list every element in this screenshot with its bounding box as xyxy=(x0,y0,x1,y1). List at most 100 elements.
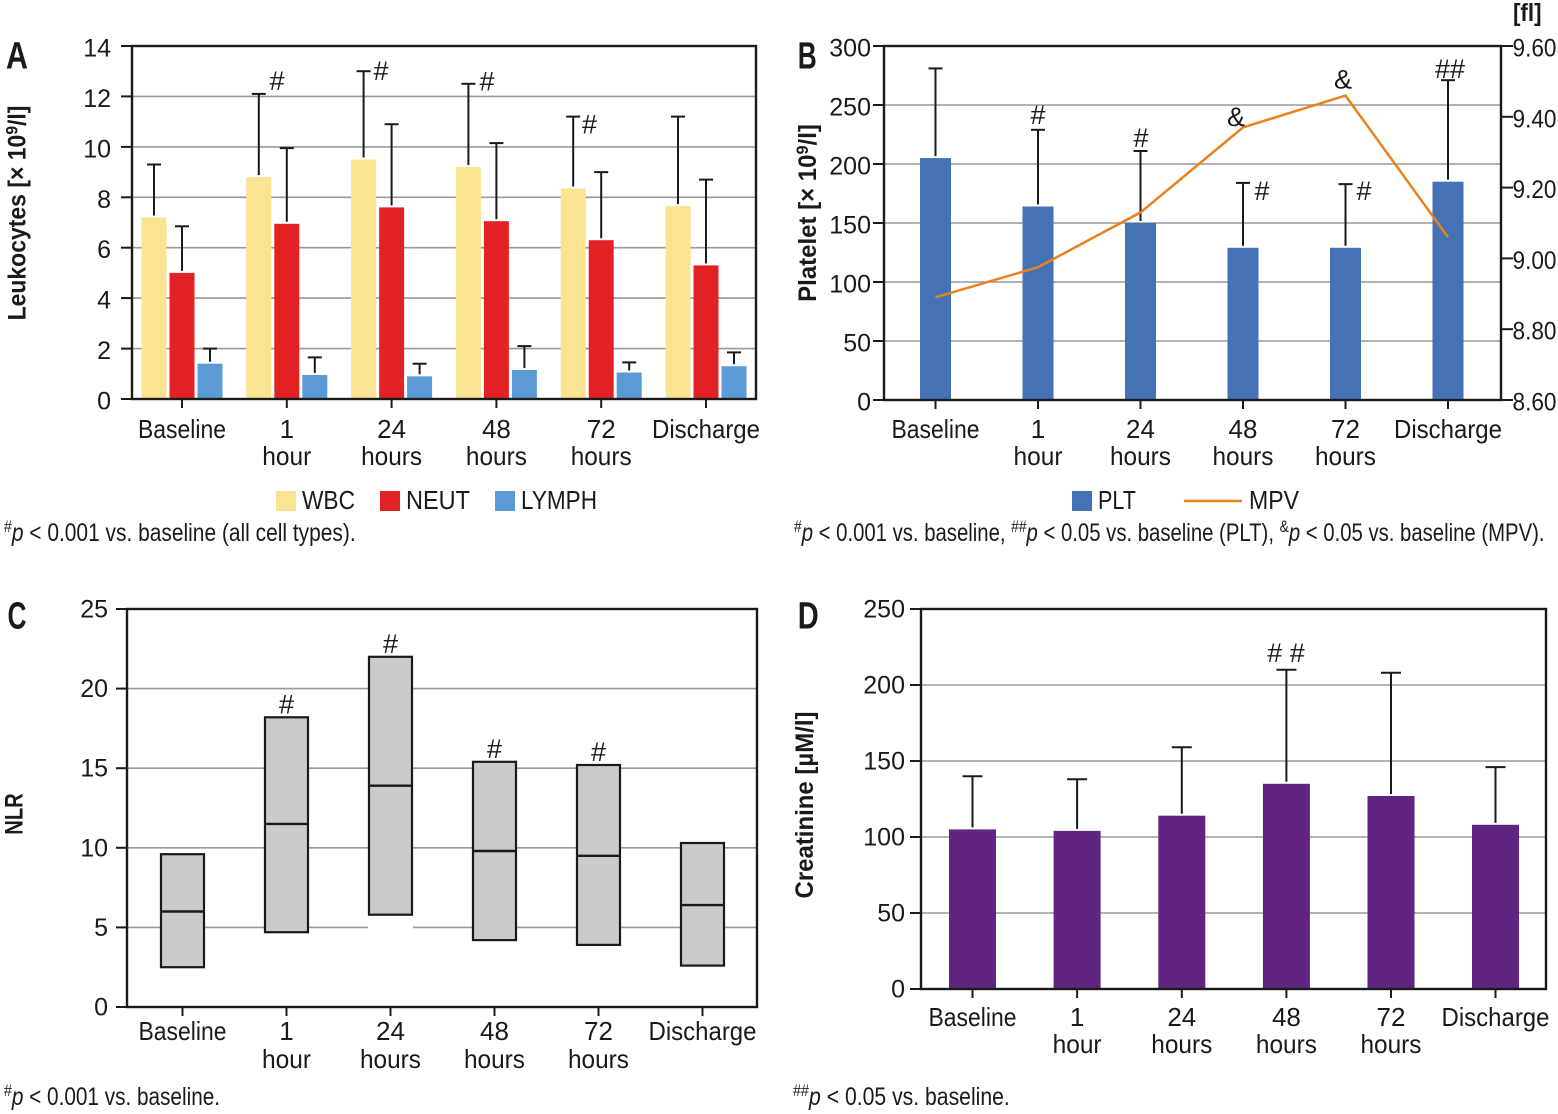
svg-text:24: 24 xyxy=(1167,1002,1196,1032)
svg-text:250: 250 xyxy=(863,596,905,624)
svg-text:300: 300 xyxy=(829,35,871,63)
svg-text:#: # xyxy=(479,67,494,97)
svg-text:#: # xyxy=(582,110,597,140)
svg-text:&: & xyxy=(1227,102,1245,132)
svg-text:# #: # # xyxy=(1267,638,1305,668)
svg-text:#: # xyxy=(591,737,606,767)
svg-text:1: 1 xyxy=(279,1016,293,1046)
svg-text:100: 100 xyxy=(829,271,871,299)
svg-text:##p < 0.05 vs. baseline.: ##p < 0.05 vs. baseline. xyxy=(793,1082,1010,1110)
svg-text:#: # xyxy=(1356,176,1371,206)
svg-text:72: 72 xyxy=(584,1016,613,1046)
svg-text:9.40: 9.40 xyxy=(1513,105,1557,133)
svg-text:hours: hours xyxy=(360,1044,421,1074)
svg-text:hour: hour xyxy=(262,441,311,471)
svg-text:WBC: WBC xyxy=(302,485,355,515)
svg-text:hour: hour xyxy=(262,1044,311,1074)
svg-text:Baseline: Baseline xyxy=(929,1002,1017,1032)
svg-text:48: 48 xyxy=(482,414,511,444)
svg-text:NLR: NLR xyxy=(1,793,29,835)
svg-text:hours: hours xyxy=(464,1044,525,1074)
svg-text:1: 1 xyxy=(1031,414,1045,444)
svg-text:0: 0 xyxy=(891,976,905,1004)
svg-text:0: 0 xyxy=(97,388,111,416)
svg-text:NEUT: NEUT xyxy=(406,485,470,515)
svg-text:200: 200 xyxy=(863,672,905,700)
svg-text:8.80: 8.80 xyxy=(1513,318,1557,346)
svg-text:24: 24 xyxy=(377,414,406,444)
svg-text:2: 2 xyxy=(97,337,111,365)
svg-text:#: # xyxy=(1133,123,1148,153)
svg-text:#p < 0.001 vs. baseline (all c: #p < 0.001 vs. baseline (all cell types)… xyxy=(4,518,356,547)
svg-text:Baseline: Baseline xyxy=(892,414,980,444)
svg-text:12: 12 xyxy=(83,85,111,113)
svg-text:hours: hours xyxy=(1361,1029,1422,1059)
svg-text:48: 48 xyxy=(480,1016,509,1046)
svg-text:MPV: MPV xyxy=(1249,485,1300,515)
svg-text:#: # xyxy=(279,689,294,719)
svg-text:24: 24 xyxy=(1126,414,1155,444)
svg-text:#: # xyxy=(373,56,388,86)
svg-text:hours: hours xyxy=(1110,441,1171,471)
svg-text:hours: hours xyxy=(466,441,527,471)
svg-text:Creatinine [µM/l]: Creatinine [µM/l] xyxy=(791,712,819,899)
svg-text:hour: hour xyxy=(1053,1029,1102,1059)
svg-text:50: 50 xyxy=(877,900,905,928)
svg-text:Discharge: Discharge xyxy=(649,1016,757,1046)
svg-text:hours: hours xyxy=(1213,441,1274,471)
svg-text:250: 250 xyxy=(829,94,871,122)
svg-text:48: 48 xyxy=(1229,414,1258,444)
svg-text:#p < 0.001 vs. baseline.: #p < 0.001 vs. baseline. xyxy=(4,1082,220,1111)
svg-text:Discharge: Discharge xyxy=(1442,1002,1550,1032)
svg-text:A: A xyxy=(6,36,28,78)
svg-text:72: 72 xyxy=(1377,1002,1406,1032)
svg-text:#: # xyxy=(269,66,284,96)
svg-text:20: 20 xyxy=(80,675,108,703)
svg-text:hours: hours xyxy=(1151,1029,1212,1059)
svg-text:15: 15 xyxy=(80,755,108,783)
svg-text:hours: hours xyxy=(571,441,632,471)
svg-text:1: 1 xyxy=(1070,1002,1084,1032)
svg-text:72: 72 xyxy=(1331,414,1360,444)
svg-text:150: 150 xyxy=(863,748,905,776)
svg-text:1: 1 xyxy=(280,414,294,444)
svg-text:#: # xyxy=(1030,100,1045,130)
svg-text:#: # xyxy=(383,629,398,659)
svg-text:hours: hours xyxy=(361,441,422,471)
svg-text:150: 150 xyxy=(829,212,871,240)
svg-text:0: 0 xyxy=(857,389,871,417)
svg-text:&: & xyxy=(1334,65,1352,95)
svg-text:Discharge: Discharge xyxy=(1394,414,1502,444)
svg-text:9.00: 9.00 xyxy=(1513,247,1557,275)
svg-text:24: 24 xyxy=(376,1016,405,1046)
svg-text:48: 48 xyxy=(1272,1002,1301,1032)
svg-text:hours: hours xyxy=(568,1044,629,1074)
svg-text:50: 50 xyxy=(843,330,871,358)
svg-text:D: D xyxy=(798,596,819,638)
svg-text:Baseline: Baseline xyxy=(138,414,226,444)
svg-text:Discharge: Discharge xyxy=(652,414,760,444)
svg-text:25: 25 xyxy=(80,596,108,624)
svg-text:[fl]: [fl] xyxy=(1513,0,1542,27)
svg-text:200: 200 xyxy=(829,153,871,181)
svg-text:LYMPH: LYMPH xyxy=(521,485,597,515)
svg-text:4: 4 xyxy=(97,287,111,315)
svg-text:8: 8 xyxy=(97,186,111,214)
svg-text:9.20: 9.20 xyxy=(1513,176,1557,204)
svg-text:14: 14 xyxy=(83,35,111,63)
svg-text:hours: hours xyxy=(1256,1029,1317,1059)
svg-text:6: 6 xyxy=(97,236,111,264)
svg-text:9.60: 9.60 xyxy=(1513,35,1557,63)
svg-text:PLT: PLT xyxy=(1098,485,1136,515)
svg-text:##: ## xyxy=(1435,54,1465,84)
svg-text:#: # xyxy=(487,734,502,764)
svg-text:10: 10 xyxy=(83,135,111,163)
svg-text:#: # xyxy=(1254,176,1269,206)
svg-text:8.60: 8.60 xyxy=(1513,389,1557,417)
svg-text:0: 0 xyxy=(94,994,108,1022)
svg-text:hours: hours xyxy=(1315,441,1376,471)
svg-text:72: 72 xyxy=(587,414,616,444)
svg-text:C: C xyxy=(8,596,27,638)
svg-text:10: 10 xyxy=(80,834,108,862)
svg-text:hour: hour xyxy=(1014,441,1063,471)
